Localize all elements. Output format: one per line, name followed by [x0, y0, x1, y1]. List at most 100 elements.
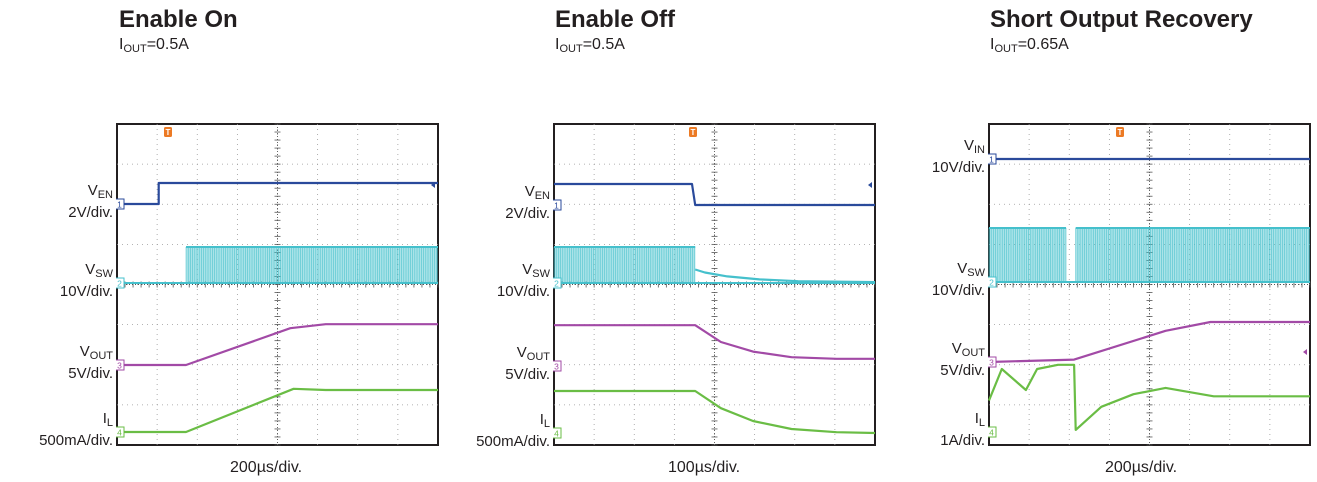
- channel-marker-number: 3: [117, 361, 122, 371]
- trace-line: [988, 320, 1310, 364]
- channel-name: VEN: [68, 182, 113, 204]
- channel-label: IL 500mA/div.: [39, 410, 113, 449]
- trigger-letter: T: [166, 128, 171, 137]
- channel-marker-box: [553, 360, 562, 372]
- channel-name: IL: [39, 410, 113, 432]
- channel-marker-number: 1: [554, 201, 559, 211]
- channel-marker-box: [116, 426, 125, 438]
- channel-name: IL: [476, 411, 550, 433]
- channel-label: VOUT 5V/div.: [505, 344, 550, 383]
- trigger-marker: T: [689, 127, 697, 137]
- channel-symbol: V: [957, 260, 968, 277]
- channel-name: VOUT: [940, 340, 985, 362]
- series-v-en: [117, 181, 438, 206]
- channel-name: VOUT: [505, 344, 550, 366]
- subtitle-symbol: I: [555, 36, 560, 53]
- channel-symbol: V: [85, 261, 96, 278]
- channel-scale: 10V/div.: [496, 283, 550, 300]
- channel-name: IL: [940, 410, 985, 432]
- trigger-letter: T: [691, 128, 696, 137]
- channel-marker-box: [988, 153, 997, 165]
- channel-marker: 1: [553, 199, 562, 211]
- subtitle-value: =0.5A: [582, 36, 625, 53]
- channel-marker-box: [553, 427, 562, 439]
- channel-scale: 500mA/div.: [39, 432, 113, 449]
- channel-label: VOUT 5V/div.: [940, 340, 985, 379]
- trigger-box: [1116, 127, 1124, 137]
- subtitle-symbol: I: [119, 36, 124, 53]
- channel-marker: 4: [553, 427, 562, 439]
- channel-symbol: V: [79, 343, 90, 360]
- chart-title: Enable Off: [555, 6, 676, 33]
- channel-name: VOUT: [68, 343, 113, 365]
- trace-line: [554, 389, 876, 435]
- channel-marker: 3: [116, 359, 125, 371]
- channel-symbol: V: [516, 344, 527, 361]
- trigger-box: [164, 127, 172, 137]
- channel-marker-number: 4: [989, 428, 994, 438]
- series-i-l: [117, 387, 438, 434]
- channel-scale: 500mA/div.: [476, 433, 550, 450]
- subtitle-subscript: OUT: [994, 43, 1018, 55]
- trace-line: [117, 181, 438, 206]
- channel-marker-box: [553, 277, 562, 289]
- channel-marker-number: 4: [117, 428, 122, 438]
- switching-band: [989, 228, 1067, 282]
- scope-plot: T 1 2 3 4: [553, 123, 876, 446]
- switching-band: [1075, 228, 1310, 282]
- channel-symbol: I: [102, 410, 107, 427]
- trigger-marker: T: [1116, 127, 1124, 137]
- channel-subscript: OUT: [526, 351, 550, 363]
- channel-label: VIN 10V/div.: [932, 137, 985, 176]
- channel-marker-number: 2: [989, 278, 994, 288]
- channel-marker: 2: [553, 277, 562, 289]
- channel-marker-box: [988, 426, 997, 438]
- channel-marker-box: [116, 277, 125, 289]
- chart-subtitle: IOUT=0.65A: [990, 36, 1069, 55]
- chart-title: Enable On: [119, 6, 238, 33]
- channel-marker: 2: [116, 277, 125, 289]
- channel-marker-box: [988, 276, 997, 288]
- channel-marker-box: [116, 198, 125, 210]
- channel-marker-number: 3: [554, 362, 559, 372]
- channel-name: VIN: [932, 137, 985, 159]
- channel-subscript: IN: [974, 144, 985, 156]
- channel-name: VEN: [505, 183, 550, 205]
- channel-label: VOUT 5V/div.: [68, 343, 113, 382]
- series-v-sw: [988, 227, 1310, 283]
- channel-symbol: V: [963, 137, 974, 154]
- channel-marker-number: 1: [117, 200, 122, 210]
- series-i-l: [554, 389, 876, 435]
- scope-grid: [988, 123, 1311, 446]
- channel-scale: 5V/div.: [940, 362, 985, 379]
- channel-marker: 4: [988, 426, 997, 438]
- channel-marker: 4: [116, 426, 125, 438]
- channel-marker: 3: [988, 356, 997, 368]
- time-division-label: 200µs/div.: [230, 459, 303, 476]
- channel-subscript: SW: [532, 268, 550, 280]
- series-i-l: [988, 363, 1310, 431]
- subtitle-subscript: OUT: [123, 43, 147, 55]
- channel-scale: 1A/div.: [940, 432, 985, 449]
- channel-marker-number: 2: [554, 279, 559, 289]
- channel-name: VSW: [60, 261, 113, 283]
- channel-subscript: EN: [97, 189, 113, 201]
- channel-subscript: L: [106, 417, 113, 429]
- channel-marker: 3: [553, 360, 562, 372]
- subtitle-value: =0.65A: [1017, 36, 1069, 53]
- channel-subscript: SW: [95, 268, 113, 280]
- channel-name: VSW: [497, 261, 550, 283]
- channel-label: VEN 2V/div.: [505, 183, 550, 222]
- channel-scale: 5V/div.: [68, 365, 113, 382]
- channel-subscript: OUT: [89, 350, 113, 362]
- ref-level-arrow: [868, 182, 872, 188]
- channel-label: VEN 2V/div.: [68, 182, 113, 221]
- channel-marker-box: [553, 199, 562, 211]
- chart-subtitle: IOUT=0.5A: [555, 36, 625, 55]
- series-v-out: [988, 320, 1310, 364]
- channel-name: VSW: [932, 260, 985, 282]
- chart-subtitle: IOUT=0.5A: [119, 36, 189, 55]
- trace-line: [694, 268, 876, 284]
- channel-scale: 2V/div.: [68, 204, 113, 221]
